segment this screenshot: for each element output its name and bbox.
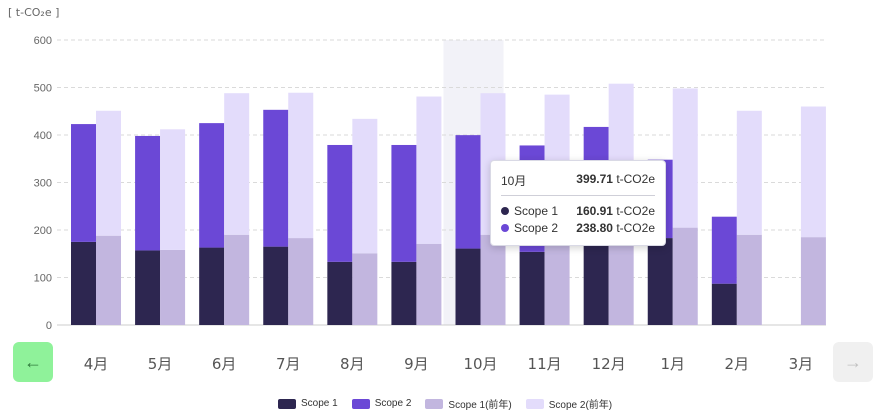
legend-item-scope1[interactable]: Scope 1 [278, 396, 338, 411]
bar-scope1 [736, 234, 762, 325]
previous-period-button[interactable]: ← [13, 342, 53, 382]
bar-scope1 [263, 246, 289, 325]
bar-scope2 [71, 124, 96, 242]
x-tick-label: 10月 [463, 355, 497, 373]
tooltip-unit: t-CO2e [616, 172, 655, 186]
bar-scope2 [736, 110, 762, 235]
tooltip-dot-scope1 [501, 207, 509, 215]
tooltip-unit-scope1: t-CO2e [616, 204, 655, 218]
legend-item-scope1-prev[interactable]: Scope 1(前年) [425, 396, 512, 411]
y-tick-label: 200 [34, 225, 52, 237]
x-tick-label: 9月 [404, 355, 429, 373]
legend-item-scope2-prev[interactable]: Scope 2(前年) [525, 396, 613, 411]
tooltip-value-scope1: 160.91 [576, 204, 613, 218]
tooltip-dot-scope2 [501, 224, 509, 232]
tooltip-label-scope2: Scope 2 [514, 221, 559, 235]
x-tick-label: 5月 [148, 355, 173, 373]
bar-scope1 [711, 283, 737, 325]
bar-scope2 [327, 144, 353, 262]
bar-scope2 [288, 92, 314, 239]
tooltip-total: 399.71 [576, 172, 613, 186]
y-tick-label: 500 [34, 83, 52, 95]
bar-scope2 [800, 106, 826, 238]
bar-scope2 [135, 135, 161, 251]
tooltip: 10月 399.71 t-CO2e Scope 1 160.91 t-CO2e … [490, 160, 666, 246]
tooltip-month: 10月 [501, 174, 527, 188]
bar-scope2 [199, 123, 225, 248]
legend-swatch [525, 398, 544, 409]
tooltip-row-scope1: Scope 1 160.91 t-CO2e [501, 204, 655, 218]
bar-scope2 [224, 93, 250, 235]
x-tick-label: 6月 [212, 355, 237, 373]
next-period-button[interactable]: → [833, 342, 873, 382]
bar-scope1 [800, 237, 826, 325]
x-tick-label: 12月 [592, 355, 626, 373]
bar-scope1 [391, 261, 417, 325]
bar-scope1 [672, 227, 698, 325]
x-tick-label: 11月 [528, 355, 562, 373]
bar-scope1 [480, 234, 506, 325]
arrow-left-icon: ← [24, 351, 42, 372]
y-axis-unit-label: [ t-CO₂e ] [8, 6, 60, 19]
legend-label: Scope 1 [301, 398, 338, 409]
legend: Scope 1 Scope 2 Scope 1(前年) Scope 2(前年) [278, 396, 612, 411]
bar-scope1 [224, 234, 250, 325]
x-tick-label: 7月 [276, 355, 301, 373]
legend-swatch [278, 398, 296, 409]
bar-scope1 [327, 261, 353, 325]
legend-item-scope2[interactable]: Scope 2 [351, 396, 412, 411]
tooltip-unit-scope2: t-CO2e [616, 221, 655, 235]
bar-scope1 [288, 238, 314, 325]
bar-scope1 [199, 247, 225, 325]
bar-scope1 [544, 239, 570, 325]
legend-label: Scope 2(前年) [548, 400, 613, 411]
bar-scope1 [647, 238, 673, 325]
bar-scope2 [263, 109, 289, 247]
bar-scope1 [608, 240, 634, 325]
tooltip-label-scope1: Scope 1 [514, 204, 559, 218]
bar-scope2 [455, 135, 481, 249]
y-tick-label: 300 [34, 178, 52, 190]
bar-scope1 [583, 238, 609, 325]
bar-scope2 [672, 88, 698, 228]
bar-scope1 [96, 235, 121, 325]
x-tick-label: 3月 [789, 355, 814, 373]
bar-scope2 [711, 216, 737, 284]
arrow-right-icon: → [844, 351, 862, 372]
tooltip-divider [501, 195, 655, 196]
legend-label: Scope 1(前年) [448, 400, 512, 411]
bar-scope1 [519, 251, 545, 325]
x-tick-label: 8月 [340, 355, 365, 373]
y-tick-label: 600 [34, 35, 52, 47]
bar-scope1 [455, 248, 481, 325]
bar-scope2 [391, 144, 417, 262]
legend-swatch [351, 398, 370, 409]
x-tick-label: 4月 [84, 355, 109, 373]
x-tick-label: 2月 [725, 355, 750, 373]
bar-scope2 [352, 118, 378, 254]
x-tick-label: 1月 [660, 355, 685, 373]
bar-scope1 [71, 241, 96, 325]
tooltip-value-scope2: 238.80 [576, 221, 613, 235]
y-tick-label: 400 [34, 130, 52, 142]
legend-swatch [425, 398, 444, 409]
bar-scope1 [352, 253, 378, 325]
legend-label: Scope 2 [374, 398, 412, 409]
bar-scope1 [160, 249, 186, 325]
bar-scope2 [160, 129, 186, 250]
y-tick-label: 0 [46, 320, 52, 332]
bar-scope2 [96, 110, 121, 236]
y-tick-label: 100 [34, 273, 52, 285]
bar-scope1 [135, 250, 161, 325]
bar-scope1 [416, 243, 442, 325]
tooltip-row-scope2: Scope 2 238.80 t-CO2e [501, 221, 655, 235]
bar-scope2 [416, 96, 442, 244]
